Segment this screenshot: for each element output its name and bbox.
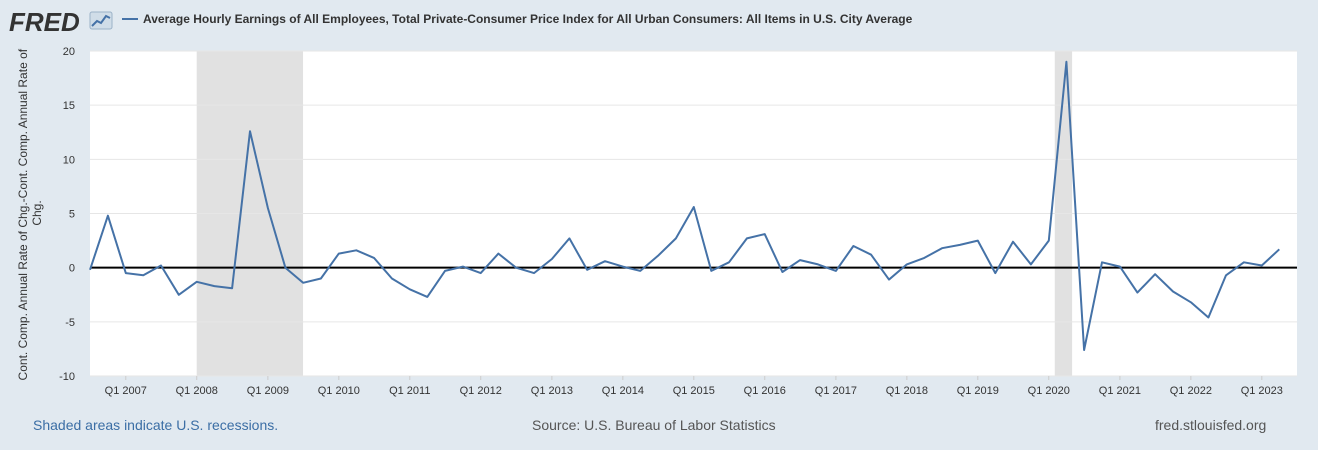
x-tick-label: Q1 2010 (318, 385, 360, 397)
x-tick-label: Q1 2013 (531, 385, 573, 397)
y-tick-label: 5 (69, 209, 75, 221)
x-tick-label: Q1 2007 (105, 385, 147, 397)
x-tick-label: Q1 2008 (176, 385, 218, 397)
y-tick-label: -5 (65, 317, 75, 329)
recession-note: Shaded areas indicate U.S. recessions. (33, 417, 279, 433)
legend[interactable]: Average Hourly Earnings of All Employees… (122, 12, 913, 26)
x-tick-label: Q1 2020 (1028, 385, 1070, 397)
x-tick-label: Q1 2023 (1241, 385, 1283, 397)
fred-logo[interactable]: FRED (9, 7, 113, 37)
source-note: Source: U.S. Bureau of Labor Statistics (532, 417, 776, 433)
y-axis-ticks: -10 -5 0 5 10 15 20 (59, 46, 75, 383)
x-tick-label: Q1 2014 (602, 385, 644, 397)
y-axis-label-line-1: Cont. Comp. Annual Rate of Chg.-Cont. Co… (16, 48, 30, 380)
fred-logo-text: FRED (9, 7, 80, 37)
x-axis-ticks: Q1 2007 Q1 2008 Q1 2009 Q1 2010 Q1 2011 Q1 20… (105, 376, 1283, 397)
series[interactable] (89, 60, 1280, 351)
x-tick-label: Q1 2011 (389, 385, 430, 397)
x-tick-label: Q1 2012 (460, 385, 502, 397)
series-line[interactable] (89, 60, 1280, 351)
y-axis-label: Cont. Comp. Annual Rate of Chg.-Cont. Co… (16, 46, 44, 381)
site-link[interactable]: fred.stlouisfed.org (1155, 417, 1267, 433)
fred-logo-chart-icon (89, 11, 113, 30)
y-tick-label: 20 (63, 46, 75, 58)
legend-label: Average Hourly Earnings of All Employees… (143, 12, 913, 26)
x-tick-label: Q1 2009 (247, 385, 289, 397)
x-tick-label: Q1 2022 (1170, 385, 1212, 397)
x-tick-label: Q1 2021 (1099, 385, 1141, 397)
y-tick-label: 15 (63, 100, 75, 112)
x-tick-label: Q1 2018 (886, 385, 928, 397)
y-tick-label: 0 (69, 263, 75, 275)
x-tick-label: Q1 2015 (673, 385, 715, 397)
x-tick-label: Q1 2016 (744, 385, 786, 397)
x-tick-label: Q1 2019 (957, 385, 999, 397)
y-tick-label: -10 (59, 371, 75, 383)
y-axis-label-line-2: Chg. (30, 200, 44, 225)
y-tick-label: 10 (63, 154, 75, 166)
x-tick-label: Q1 2017 (815, 385, 857, 397)
